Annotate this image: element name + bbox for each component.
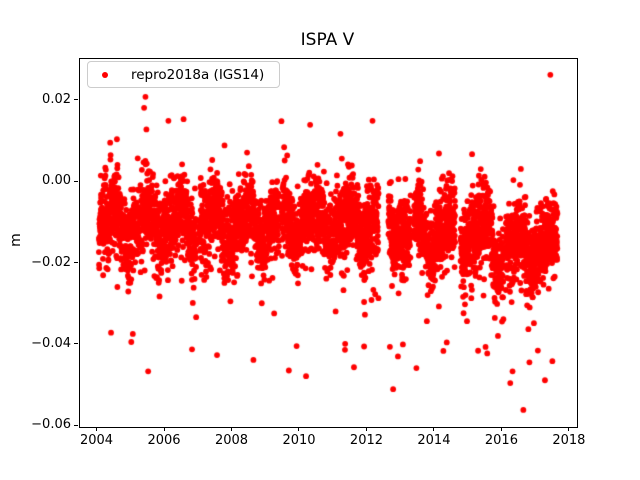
y-tick-label: −0.06: [31, 417, 71, 433]
plot-area: [79, 58, 578, 428]
legend-marker-icon: [102, 71, 108, 78]
x-tick-label: 2006: [147, 433, 181, 448]
y-tick-label: 0.00: [42, 173, 71, 189]
y-axis-label: m: [8, 233, 24, 247]
x-tick-mark: [298, 427, 300, 431]
x-tick-mark: [96, 427, 98, 431]
chart-title: ISPA V: [300, 30, 355, 50]
x-tick-label: 2014: [417, 433, 451, 448]
y-tick-label: −0.02: [31, 254, 71, 270]
y-tick-mark: [74, 180, 78, 182]
x-tick-label: 2012: [349, 433, 384, 448]
x-tick-label: 2004: [79, 433, 114, 448]
scatter-canvas: [80, 59, 577, 427]
y-tick-mark: [74, 99, 78, 101]
x-tick-mark: [568, 427, 570, 431]
x-tick-mark: [433, 427, 435, 431]
legend: repro2018a (IGS14): [87, 61, 280, 88]
y-tick-label: −0.04: [31, 335, 71, 351]
y-tick-mark: [74, 262, 78, 264]
x-tick-label: 2018: [552, 433, 586, 448]
x-tick-mark: [500, 427, 502, 431]
x-tick-label: 2016: [484, 433, 518, 448]
x-tick-mark: [365, 427, 367, 431]
y-tick-label: 0.02: [42, 91, 71, 107]
x-tick-mark: [231, 427, 232, 431]
x-tick-label: 2008: [214, 433, 249, 448]
x-tick-mark: [163, 427, 165, 431]
y-tick-mark: [74, 343, 78, 345]
legend-label: repro2018a (IGS14): [131, 66, 265, 83]
x-tick-label: 2010: [282, 433, 316, 448]
y-tick-mark: [74, 424, 78, 426]
